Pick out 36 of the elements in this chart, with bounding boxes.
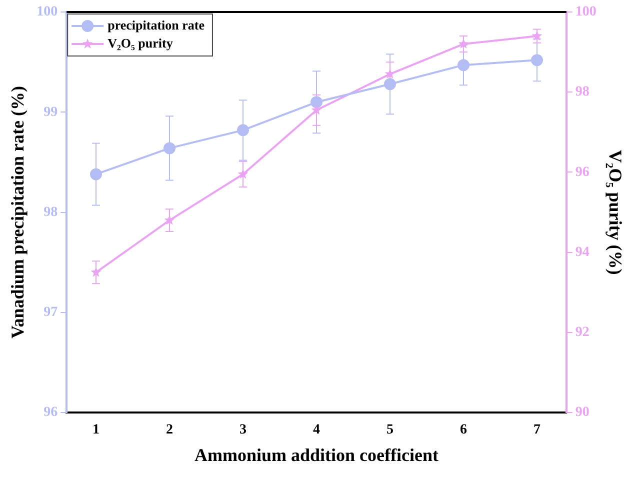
legend-label: V₂O₅ purity — [108, 35, 174, 50]
x-tick-label: 6 — [460, 422, 467, 438]
y2-tick-label: 92 — [575, 325, 590, 340]
y2-axis-title: V₂O₅ purity (%) — [606, 150, 626, 275]
x-tick-label: 2 — [166, 422, 173, 438]
y-tick-label: 98 — [44, 204, 58, 220]
y2-tick-label: 98 — [575, 84, 590, 100]
point — [310, 96, 322, 108]
point — [238, 168, 248, 179]
point — [458, 59, 470, 72]
point — [531, 54, 543, 66]
point — [164, 214, 175, 225]
x-tick-label: 7 — [534, 422, 540, 438]
y2-tick-label: 90 — [575, 405, 590, 420]
point — [384, 68, 396, 79]
point — [90, 168, 102, 180]
y-tick-label: 96 — [44, 405, 58, 420]
point — [532, 30, 542, 40]
y-axis-title: Vanadium precipitation rate (%) — [7, 86, 28, 339]
point — [458, 38, 469, 48]
legend-label: precipitation rate — [108, 17, 205, 32]
y-tick-label: 97 — [44, 305, 58, 320]
x-axis-title: Ammonium addition coefficient — [194, 444, 438, 465]
point — [237, 124, 249, 136]
y2-tick-label: 96 — [575, 164, 590, 180]
point — [164, 142, 176, 154]
point — [311, 104, 322, 115]
y2-tick-label: 94 — [575, 244, 590, 260]
x-tick-label: 5 — [386, 422, 394, 438]
y-tick-label: 100 — [36, 4, 58, 20]
y-tick-label: 99 — [44, 104, 58, 120]
x-tick-label: 1 — [92, 422, 100, 438]
x-tick-label: 4 — [313, 422, 320, 438]
point — [384, 78, 396, 90]
x-tick-label: 3 — [240, 422, 246, 438]
y2-tick-label: 100 — [575, 4, 596, 20]
